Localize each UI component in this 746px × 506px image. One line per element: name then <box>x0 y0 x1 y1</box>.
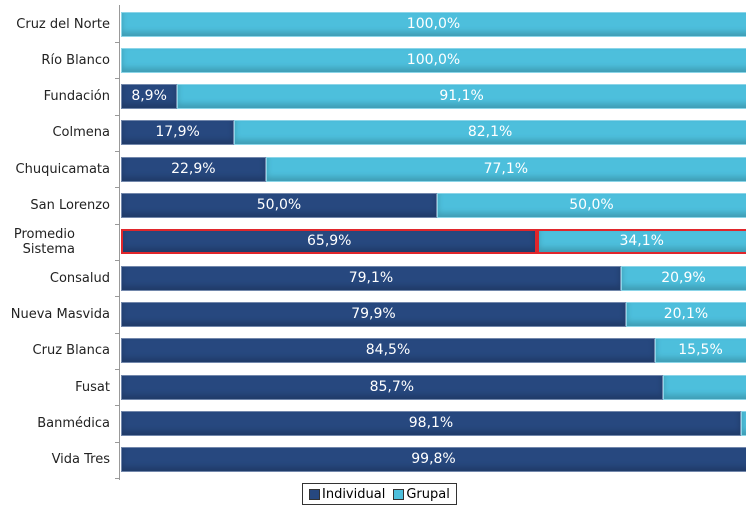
data-label: 17,9% <box>155 124 200 141</box>
bar-segment <box>121 411 741 437</box>
bar-segment <box>121 11 746 37</box>
data-label: 91,1% <box>439 88 484 105</box>
data-label: 84,5% <box>365 342 411 359</box>
bar-segment <box>121 338 656 364</box>
category-label: Consalud <box>49 270 110 286</box>
axis-tick <box>115 114 120 116</box>
axis-tick <box>115 42 120 43</box>
bar-segment <box>121 120 235 146</box>
bar-segment <box>620 265 746 291</box>
axis-tick <box>115 259 120 261</box>
data-label: 99,8% <box>411 451 456 468</box>
data-label: 79,1% <box>348 269 394 286</box>
data-label: 79,9% <box>351 306 396 323</box>
axis-tick <box>115 477 120 479</box>
category-label: Cruz Blanca <box>32 343 110 359</box>
category-label: Colmena <box>52 125 110 141</box>
legend-label: Individual <box>322 486 386 502</box>
y-axis-line <box>119 5 120 480</box>
bar-segment <box>121 229 538 255</box>
legend-label: Grupal <box>406 486 450 502</box>
bar-segment <box>537 229 746 255</box>
data-label: 34,1% <box>619 233 664 250</box>
bar-segment <box>740 411 746 437</box>
data-label: 22,9% <box>171 160 216 177</box>
legend-item: Grupal <box>393 487 450 502</box>
bar-segment <box>265 156 746 182</box>
axis-tick <box>115 332 120 334</box>
category-label: Banmédica <box>37 416 110 432</box>
bar-segment <box>234 120 746 146</box>
category-label: Río Blanco <box>41 52 110 68</box>
data-label: 100,0% <box>406 51 461 68</box>
category-label: Fundación <box>43 89 110 105</box>
axis-tick <box>115 441 120 443</box>
bar-segment <box>121 302 626 328</box>
data-label: 98,1% <box>408 415 454 432</box>
data-label: 20,1% <box>663 306 709 323</box>
data-label: 8,9% <box>131 88 167 105</box>
data-label: 100,0% <box>406 15 461 32</box>
data-label: 15,5% <box>678 342 723 359</box>
category-label: San Lorenzo <box>30 198 110 214</box>
axis-tick <box>115 78 120 80</box>
legend-swatch <box>309 488 320 500</box>
data-label: 50,0% <box>569 197 614 214</box>
bar-segment <box>121 84 178 110</box>
axis-tick <box>115 296 120 298</box>
bar-segment <box>121 156 266 182</box>
category-label: Nueva Masvida <box>10 307 110 323</box>
axis-tick <box>115 223 120 225</box>
bar-segment <box>662 374 746 400</box>
data-label: 50,0% <box>256 197 302 214</box>
axis-tick <box>115 187 120 189</box>
bar-segment <box>437 193 746 219</box>
bar-segment <box>121 447 746 473</box>
category-label: Promedio Sistema <box>13 226 75 257</box>
category-label: Fusat <box>75 379 110 395</box>
category-label: Vida Tres <box>51 452 110 468</box>
bar-segment <box>177 84 746 110</box>
bar-segment <box>655 338 746 364</box>
axis-tick <box>115 405 120 407</box>
legend-swatch <box>393 488 405 500</box>
data-label: 77,1% <box>483 160 529 177</box>
data-label: 20,9% <box>661 269 706 286</box>
category-label: Cruz del Norte <box>16 16 110 32</box>
axis-tick <box>115 150 120 152</box>
category-label: Chuquicamata <box>15 161 110 177</box>
legend: Individual Grupal <box>302 483 457 505</box>
data-label: 85,7% <box>369 378 415 395</box>
data-label: 82,1% <box>467 124 513 141</box>
axis-tick <box>115 368 120 370</box>
bar-segment <box>121 47 746 73</box>
bar-segment <box>121 374 663 400</box>
bar-segment <box>121 193 437 219</box>
bar-segment <box>121 265 621 291</box>
data-label: 65,9% <box>307 233 352 250</box>
bar-segment <box>625 302 746 328</box>
legend-item: Individual <box>309 487 385 502</box>
